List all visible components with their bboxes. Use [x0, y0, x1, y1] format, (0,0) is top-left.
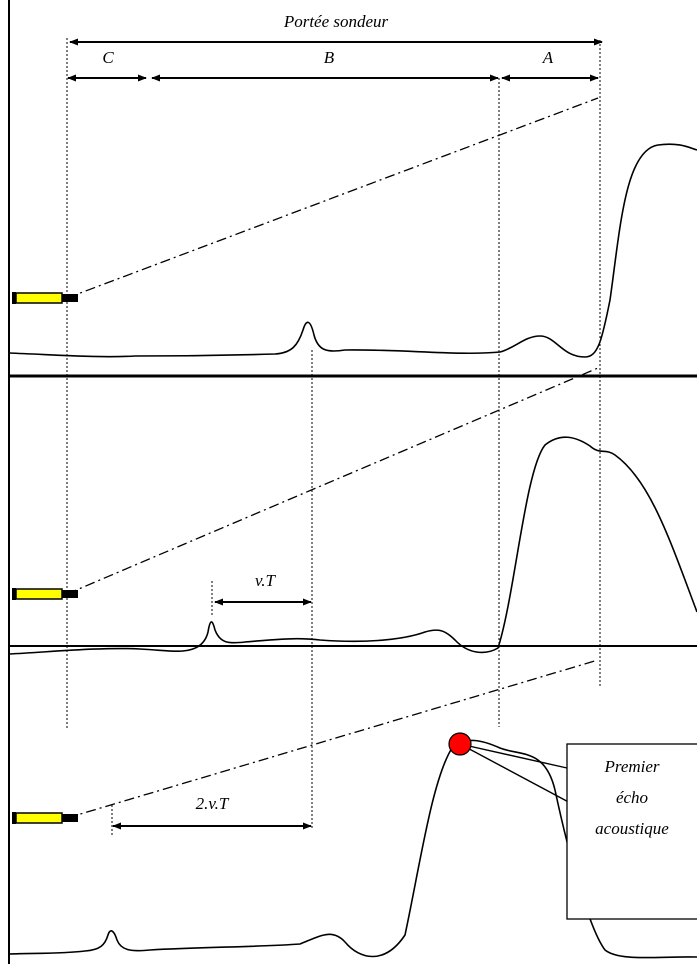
- transducer-icon: [12, 588, 78, 600]
- echo-curve-panel-3: [8, 739, 697, 959]
- beam-lines: [66, 97, 599, 819]
- echo-curve-panel-1: [8, 143, 697, 358]
- beam-panel-3: [66, 659, 599, 819]
- echo-point-icon: [448, 732, 472, 756]
- vt-label: v.T: [255, 571, 277, 590]
- dotted-guides: [66, 38, 601, 835]
- zone-b-label: B: [324, 48, 335, 67]
- transducers: [12, 292, 78, 824]
- range-arrows: [67, 38, 603, 830]
- panel-frame: [8, 0, 697, 964]
- beam-panel-1: [66, 97, 599, 299]
- echo-curve-panel-2: [8, 436, 697, 655]
- connector-lower: [459, 743, 577, 807]
- transducer-icon: [12, 292, 78, 304]
- callout-line-2: écho: [616, 788, 648, 807]
- zone-a-label: A: [542, 48, 554, 67]
- echo-curves: [8, 143, 697, 959]
- transducer-icon: [12, 812, 78, 824]
- 2vt-label: 2.v.T: [196, 794, 230, 813]
- zone-c-label: C: [102, 48, 114, 67]
- callout-box: Premier écho acoustique: [566, 743, 697, 920]
- callout-connectors: [459, 743, 577, 807]
- callout-line-3: acoustique: [595, 819, 669, 838]
- connector-upper: [459, 743, 568, 769]
- callout-frame: [566, 743, 697, 920]
- range-label: Portée sondeur: [283, 12, 389, 31]
- callout-line-1: Premier: [603, 757, 659, 776]
- beam-panel-2: [66, 367, 599, 595]
